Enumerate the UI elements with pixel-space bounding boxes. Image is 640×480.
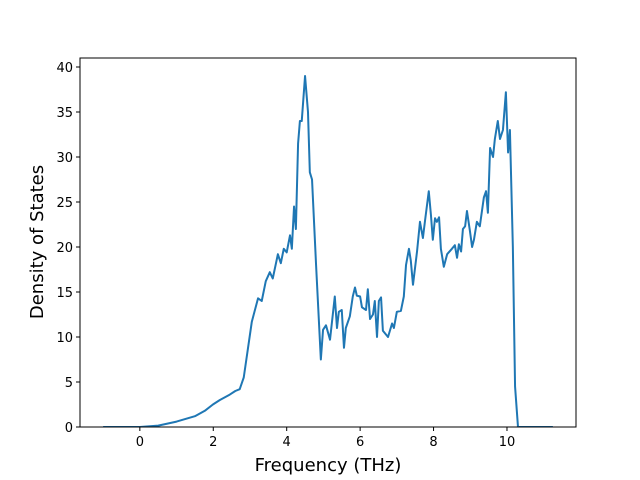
x-tick-label: 0	[136, 435, 144, 450]
y-tick-label: 25	[56, 196, 73, 211]
x-tick-label: 2	[209, 435, 217, 450]
y-axis-label: Density of States	[27, 165, 48, 319]
y-tick-label: 20	[56, 241, 73, 256]
y-tick-label: 5	[65, 376, 73, 391]
y-tick-label: 0	[65, 421, 73, 436]
y-tick-label: 30	[56, 151, 73, 166]
x-axis-label: Frequency (THz)	[255, 455, 402, 476]
x-tick-label: 4	[283, 435, 291, 450]
plot-frame	[79, 57, 577, 428]
x-tick-label: 6	[356, 435, 364, 450]
y-tick-label: 15	[56, 286, 73, 301]
data-line	[103, 75, 553, 427]
x-tick-label: 8	[429, 435, 437, 450]
y-tick-label: 10	[56, 331, 73, 346]
y-tick-label: 35	[56, 106, 73, 121]
x-tick-label: 10	[499, 435, 516, 450]
y-tick-label: 40	[56, 61, 73, 76]
